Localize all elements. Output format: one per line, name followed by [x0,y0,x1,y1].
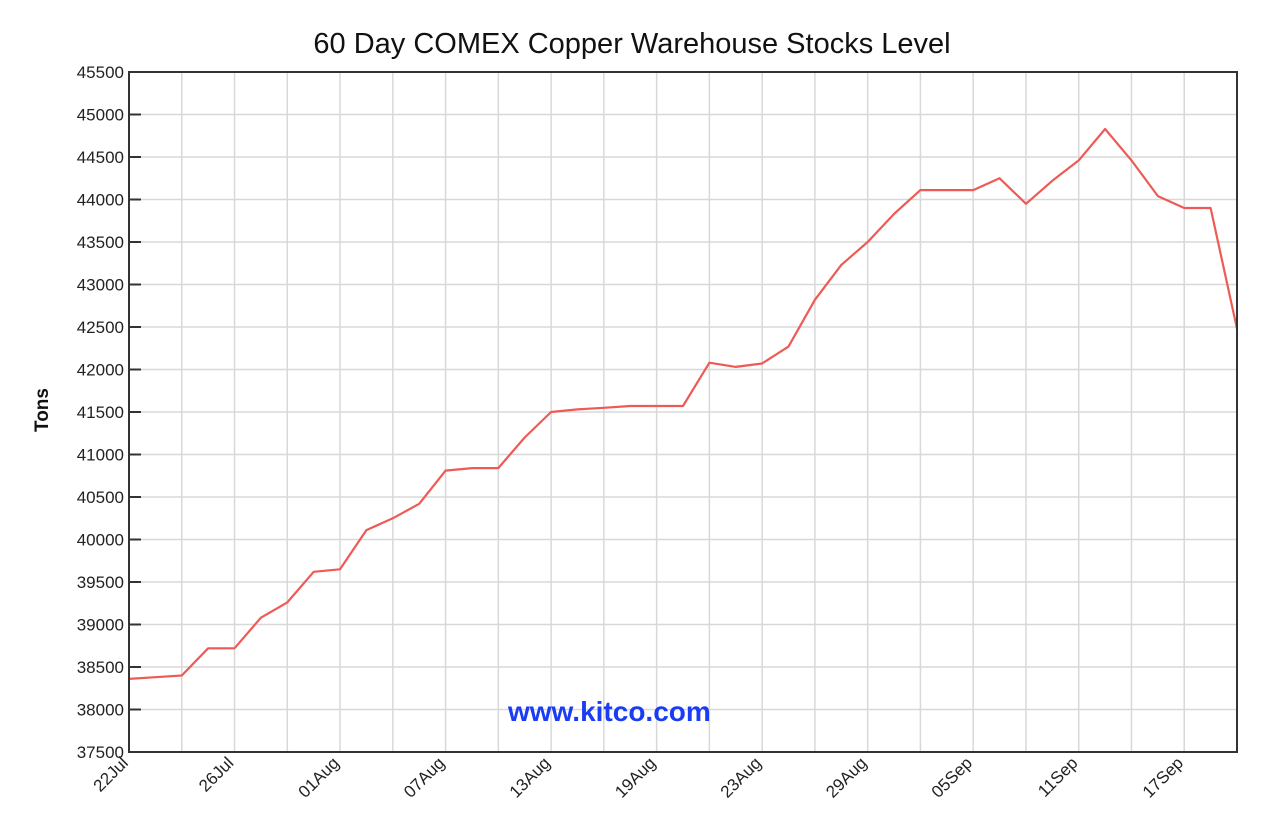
y-tick-label: 43500 [77,233,124,252]
x-tick-label: 07Aug [400,753,448,801]
y-tick-label: 40500 [77,488,124,507]
x-tick-label: 29Aug [822,753,870,801]
x-tick-label: 19Aug [611,753,659,801]
x-tick-label: 11Sep [1034,753,1081,800]
y-tick-label: 43000 [77,276,124,295]
x-tick-label: 26Jul [195,753,237,795]
y-axis: 37500 38000 38500 39000 39500 40000 40500 41000… [77,63,141,762]
gridlines [129,71,1237,753]
plot-frame [128,71,1238,753]
series-line [128,127,1239,680]
y-tick-label: 42000 [77,361,124,380]
x-tick-label: 01Aug [295,753,343,801]
data-series [128,127,1239,680]
y-tick-label: 45500 [77,63,124,82]
y-tick-label: 40000 [77,531,124,550]
y-tick-label: 37500 [77,743,124,762]
y-tick-label: 44500 [77,148,124,167]
y-tick-label: 39000 [77,616,124,635]
x-tick-label: 23Aug [717,753,765,801]
y-tick-label: 41500 [77,403,124,422]
y-tick-label: 42500 [77,318,124,337]
chart-title: 60 Day COMEX Copper Warehouse Stocks Lev… [313,28,951,60]
y-tick-label: 38500 [77,658,124,677]
y-tick-label: 45000 [77,106,124,125]
x-tick-label: 05Sep [928,753,976,801]
y-tick-label: 41000 [77,446,124,465]
x-tick-label: 13Aug [506,753,554,801]
watermark-text: www.kitco.com [508,696,711,727]
x-tick-label: 17Sep [1139,753,1187,801]
x-axis: 22Jul 26Jul 01Aug 07Aug 13Aug 19Aug 23Aug 29Aug… [90,753,1187,801]
y-tick-label: 39500 [77,573,124,592]
y-tick-label: 38000 [77,701,124,720]
y-tick-label: 44000 [77,191,124,210]
